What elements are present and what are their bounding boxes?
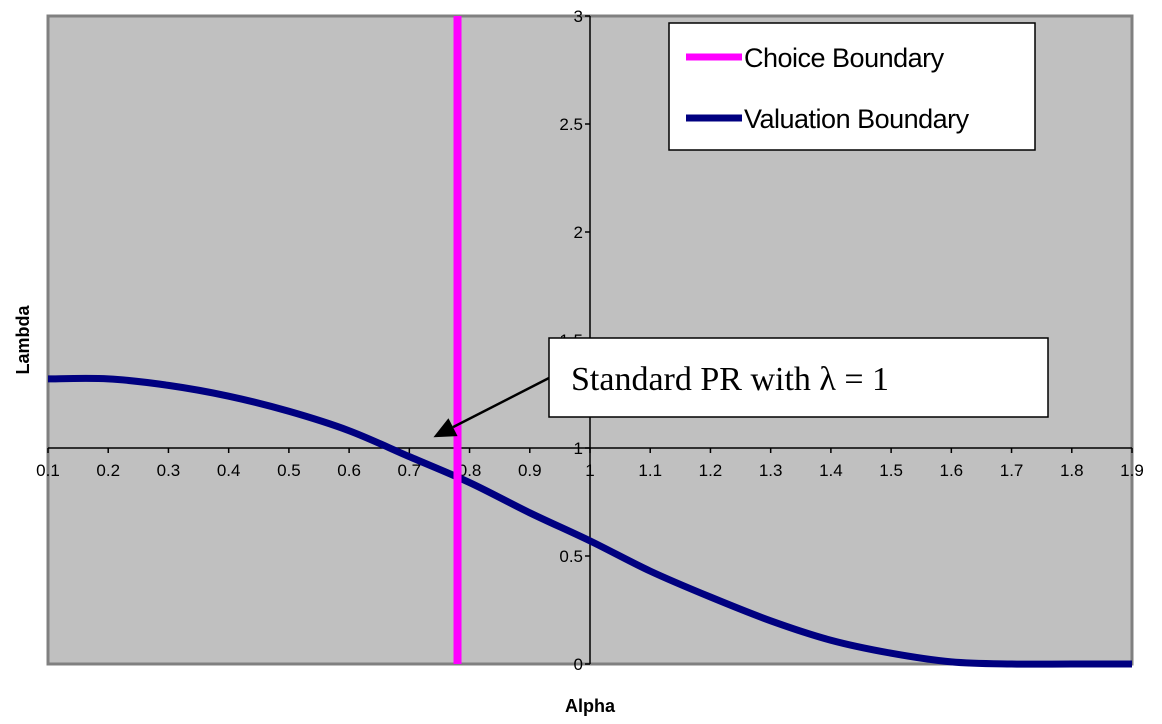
x-tick-label: 0.1 <box>36 461 60 480</box>
x-axis-title: Alpha <box>565 696 616 716</box>
x-tick-label: 0.5 <box>277 461 301 480</box>
y-tick-label: 0.5 <box>559 547 583 566</box>
x-tick-label: 1.8 <box>1060 461 1084 480</box>
x-tick-label: 1.7 <box>1000 461 1024 480</box>
x-tick-label: 1 <box>585 461 594 480</box>
x-tick-label: 1.3 <box>759 461 783 480</box>
x-tick-label: 0.9 <box>518 461 542 480</box>
x-tick-label: 0.3 <box>157 461 181 480</box>
x-tick-label: 0.4 <box>217 461 241 480</box>
x-tick-label: 1.1 <box>638 461 662 480</box>
x-tick-label: 0.6 <box>337 461 361 480</box>
x-tick-label: 1.9 <box>1120 461 1144 480</box>
x-tick-label: 1.6 <box>940 461 964 480</box>
y-axis-title: Lambda <box>13 305 33 375</box>
legend-label-valuation-boundary: Valuation Boundary <box>744 104 970 134</box>
y-tick-label: 0 <box>574 655 583 674</box>
y-tick-label: 3 <box>574 7 583 26</box>
y-tick-label: 1 <box>574 439 583 458</box>
x-tick-label: 1.5 <box>879 461 903 480</box>
legend-label-choice-boundary: Choice Boundary <box>744 43 945 73</box>
x-tick-label: 1.4 <box>819 461 843 480</box>
y-tick-label: 2 <box>574 223 583 242</box>
y-tick-label: 2.5 <box>559 115 583 134</box>
x-tick-label: 0.2 <box>96 461 120 480</box>
x-tick-label: 1.2 <box>699 461 723 480</box>
annotation-text: Standard PR with λ = 1 <box>571 361 889 398</box>
legend: Choice Boundary Valuation Boundary <box>669 23 1035 150</box>
